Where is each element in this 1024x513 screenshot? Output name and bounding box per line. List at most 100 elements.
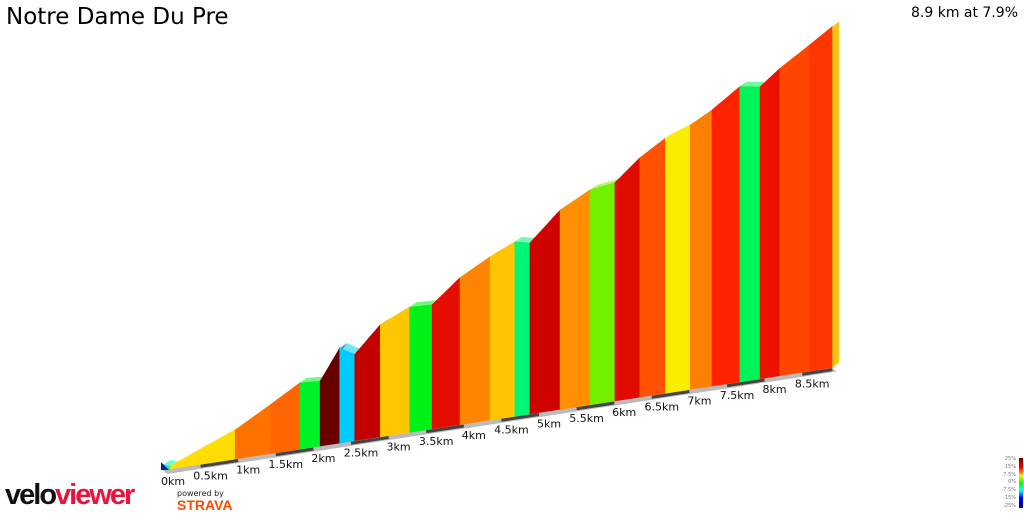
profile-slice (816, 32, 826, 371)
profile-slice (759, 80, 767, 380)
profile-slice (514, 241, 523, 417)
profile-slice (704, 109, 713, 388)
powered-by-text: powered by (177, 489, 224, 498)
profile-slice-top (347, 346, 362, 355)
profile-slice-top (506, 236, 522, 247)
profile-slice (292, 382, 301, 451)
profile-slice (339, 347, 348, 444)
profile-slice (438, 290, 447, 429)
profile-slice (559, 204, 568, 410)
profile-slice (794, 50, 803, 374)
profile-slice-top (306, 376, 321, 383)
profile-slice (234, 424, 243, 460)
profile-slice (809, 38, 818, 372)
profile-slice (639, 150, 649, 398)
x-tick-label: 1.5km (269, 458, 304, 471)
x-tick-label: 3km (387, 441, 411, 454)
profile-slice (732, 86, 741, 384)
gradient-legend-bar (1019, 458, 1023, 508)
profile-slice (227, 429, 236, 461)
profile-slice-top (746, 81, 761, 87)
profile-slice (313, 380, 321, 448)
profile-slice (606, 182, 616, 403)
profile-slice-top (522, 237, 537, 244)
profile-slice (622, 165, 632, 400)
profile-slice (402, 306, 410, 434)
profile-slice (346, 350, 356, 443)
profile-slice (445, 283, 454, 428)
profile-slice (665, 133, 674, 394)
profile-slice (582, 189, 591, 407)
axis-segment (576, 401, 615, 411)
axis-segment (651, 390, 690, 399)
x-tick-label: 6km (612, 406, 636, 419)
x-tick-label: 7.5km (720, 389, 755, 402)
profile-slice-top (673, 124, 689, 134)
profile-slice (306, 381, 314, 449)
strava-logo[interactable]: STRAVA (177, 497, 233, 513)
profile-slice (326, 358, 334, 446)
profile-slice-top (681, 120, 698, 130)
profile-slice (332, 347, 341, 445)
profile-slice (467, 266, 476, 424)
profile-slice (689, 119, 698, 390)
profile-slice (824, 25, 833, 370)
profile-slice (380, 319, 388, 438)
profile-slice (191, 449, 200, 466)
profile-slice (474, 261, 483, 423)
profile-slice (801, 44, 811, 373)
logo-viewer: viewer (55, 479, 135, 511)
profile-slice (522, 242, 531, 416)
legend-label: 15% (1004, 463, 1016, 470)
legend-label: -25% (1003, 502, 1016, 509)
profile-slice-top (339, 343, 355, 352)
x-tick-label: 8km (763, 383, 787, 396)
profile-slice (387, 315, 396, 436)
profile-slice (299, 382, 307, 450)
profile-slice-top (206, 437, 221, 447)
profile-slice-top (590, 182, 606, 190)
profile-slice (718, 97, 727, 386)
profile-slice (537, 225, 546, 414)
profile-slice (482, 256, 491, 422)
profile-slice (529, 234, 538, 415)
profile-slice (394, 311, 403, 435)
profile-slice-top (514, 236, 530, 243)
profile-slice (772, 67, 780, 378)
profile-slice-top (402, 302, 417, 312)
x-tick-label: 1km (236, 464, 260, 477)
profile-slice (589, 187, 599, 406)
profile-slice-top (299, 377, 314, 383)
profile-slice (739, 86, 747, 383)
profile-slice (673, 129, 683, 393)
profile-slice-top (192, 445, 207, 455)
profile-slice (598, 184, 607, 404)
legend-label: -15% (1003, 495, 1016, 501)
axis-segment (350, 436, 389, 445)
profile-slice-top (170, 457, 185, 467)
x-tick-label: 8.5km (795, 377, 830, 390)
profile-slice (206, 441, 214, 464)
x-tick-label: 4.5km (494, 423, 529, 436)
profile-slice (362, 333, 373, 440)
profile-slice (452, 276, 461, 426)
x-tick-label: 4km (462, 429, 486, 442)
profile-slice (371, 323, 381, 439)
profile-slice (766, 74, 774, 379)
profile-slice-top (665, 128, 681, 139)
profile-slice-top (498, 241, 514, 252)
profile-slice (614, 173, 624, 402)
axis-segment (801, 368, 833, 376)
profile-slice (753, 86, 761, 381)
veloviewer-logo[interactable]: veloviewer (5, 479, 135, 511)
profile-slice (681, 124, 691, 391)
profile-slice (249, 414, 257, 458)
profile-slice-top (409, 301, 425, 308)
profile-slice (786, 56, 795, 375)
x-tick-label: 2km (311, 452, 335, 465)
profile-slice (656, 137, 666, 395)
profile-slice (711, 103, 720, 387)
profile-slice (319, 369, 327, 447)
profile-slice (270, 398, 279, 454)
profile-slice (647, 144, 658, 397)
